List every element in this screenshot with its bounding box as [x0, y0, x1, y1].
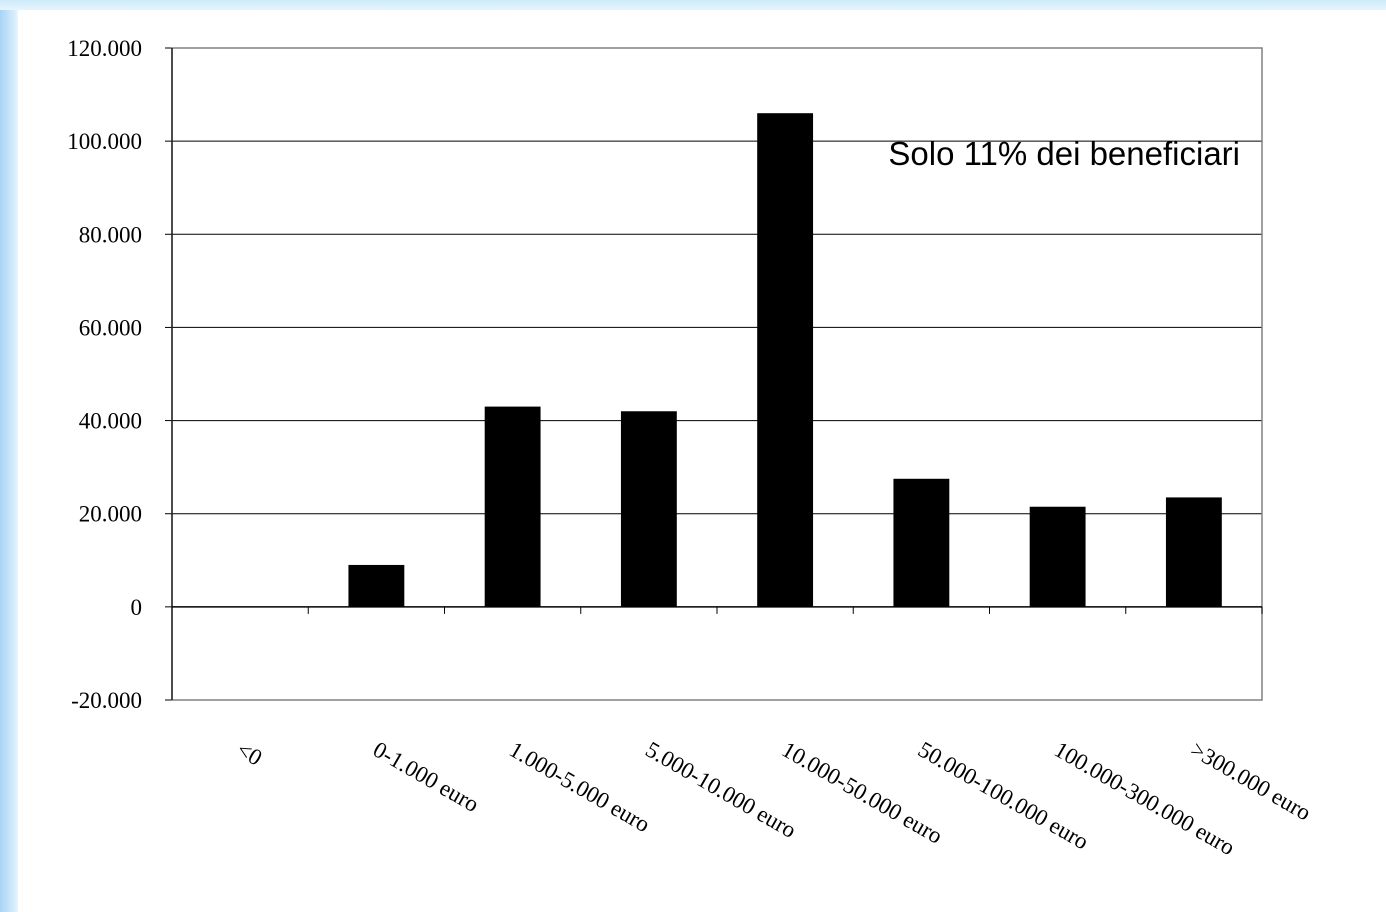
y-tick-label: 100.000 [67, 129, 142, 154]
annotation-label: Solo 11% dei beneficiari [888, 135, 1240, 172]
y-tick-labels: -20.000 0 20.000 40.000 60.000 80.000 100.000 1… [67, 36, 142, 713]
bar [348, 564, 405, 607]
bar [893, 478, 950, 607]
y-tick-label: 40.000 [79, 409, 142, 434]
bars [348, 113, 1222, 607]
y-tick-label: -20.000 [71, 688, 142, 713]
gridlines [172, 47, 1262, 515]
bar [1029, 506, 1086, 607]
y-tick-label: 120.000 [67, 36, 142, 61]
bar [484, 406, 541, 607]
y-tick-label: 80.000 [79, 222, 142, 247]
x-category-label: 5.000-10.000 euro [641, 737, 800, 843]
bar [1165, 497, 1222, 607]
x-category-labels: <0 0-1.000 euro 1.000-5.000 euro5.000-10.0… [233, 737, 1316, 861]
bar [620, 411, 677, 607]
bar [757, 113, 814, 607]
y-tick-label: 0 [131, 595, 143, 620]
top-band [0, 0, 1386, 10]
x-category-label: >300.000 euro [1186, 737, 1315, 826]
slide-background [18, 10, 1386, 912]
x-category-label: 1.000-5.000 euro [505, 737, 654, 838]
x-category-label: 0-1.000 euro [369, 737, 483, 817]
axes [165, 47, 1263, 701]
x-category-label: <0 [233, 737, 267, 771]
y-tick-label: 20.000 [79, 502, 142, 527]
y-tick-label: 60.000 [79, 315, 142, 340]
